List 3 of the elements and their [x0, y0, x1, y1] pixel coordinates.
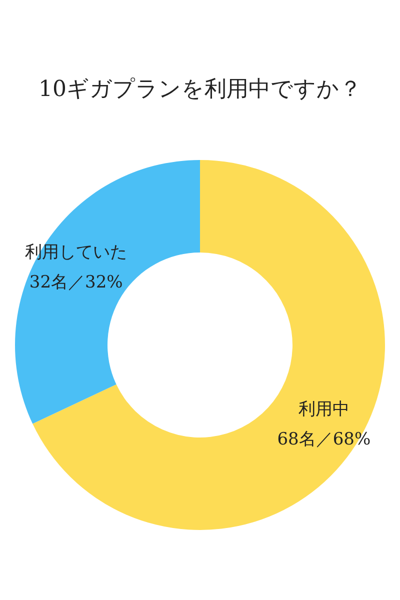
chart-title: 10ギガプランを利用中ですか？	[38, 77, 362, 102]
data-label: 32名／32%	[29, 272, 123, 292]
slice-label: 利用中	[298, 400, 350, 420]
